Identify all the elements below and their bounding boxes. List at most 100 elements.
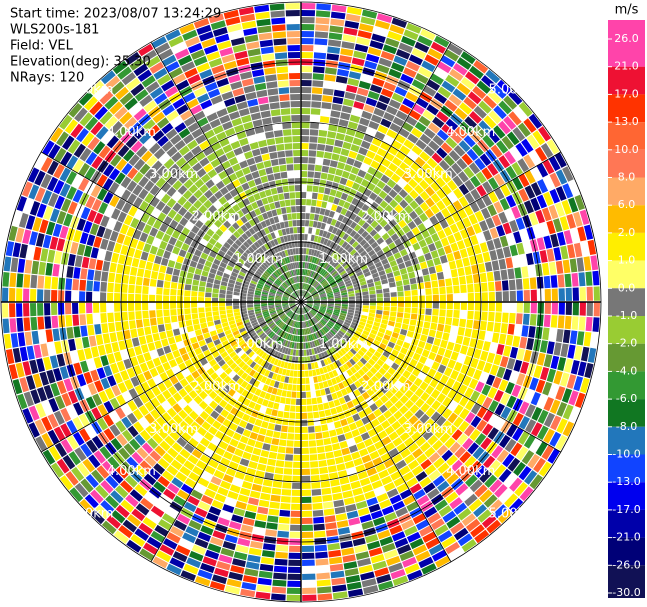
- range-gate: [170, 282, 178, 289]
- range-gate: [466, 148, 479, 161]
- range-gate: [229, 246, 237, 254]
- range-gate: [389, 524, 403, 535]
- range-gate: [435, 555, 451, 568]
- range-gate: [449, 223, 459, 234]
- range-gate: [341, 355, 349, 363]
- range-gate: [44, 276, 52, 289]
- range-gate: [476, 80, 491, 94]
- range-gate: [347, 246, 354, 253]
- range-gate: [260, 175, 269, 184]
- range-gate: [331, 204, 338, 212]
- range-gate: [345, 343, 352, 350]
- range-gate: [305, 293, 310, 298]
- range-gate: [414, 195, 425, 206]
- range-gate: [133, 229, 142, 240]
- range-gate: [276, 309, 283, 313]
- range-gate: [445, 167, 457, 179]
- range-gate: [268, 371, 274, 379]
- range-gate: [292, 306, 297, 311]
- range-gate: [232, 374, 240, 382]
- range-gate: [455, 464, 468, 477]
- range-gate: [278, 312, 285, 317]
- range-gate: [85, 396, 97, 410]
- range-gate: [327, 306, 334, 309]
- range-gate: [387, 277, 395, 283]
- range-gate: [260, 237, 267, 245]
- range-gate: [79, 428, 91, 442]
- range-gate: [445, 317, 453, 326]
- range-gate: [375, 101, 388, 111]
- range-gate: [79, 499, 94, 514]
- range-gate: [73, 326, 81, 338]
- range-gate: [319, 337, 325, 344]
- range-gate: [422, 163, 433, 174]
- range-gate: [114, 293, 121, 302]
- range-gate: [452, 88, 467, 101]
- range-gate: [310, 475, 320, 482]
- range-gate: [302, 587, 317, 594]
- range-gate: [583, 331, 592, 347]
- range-gate: [193, 110, 206, 121]
- range-gate: [255, 290, 262, 294]
- range-gate: [341, 547, 355, 556]
- range-gate: [276, 344, 282, 352]
- range-gate: [44, 303, 51, 316]
- range-gate: [415, 73, 429, 85]
- range-gate: [350, 366, 357, 374]
- range-gate: [257, 577, 272, 586]
- range-gate: [301, 349, 304, 356]
- colorbar-swatch: [608, 454, 645, 483]
- range-gate: [442, 408, 453, 420]
- range-gate: [505, 334, 514, 346]
- range-gate: [305, 294, 311, 299]
- range-gate: [305, 313, 309, 320]
- range-gate: [346, 6, 362, 16]
- range-gate: [415, 471, 428, 482]
- range-gate: [167, 209, 177, 219]
- range-gate: [209, 250, 217, 258]
- range-gate: [289, 278, 293, 285]
- range-gate: [309, 334, 314, 341]
- range-gate: [340, 328, 347, 334]
- range-gate: [313, 272, 318, 279]
- range-gate: [449, 497, 463, 510]
- range-gate: [255, 591, 271, 600]
- range-gate: [146, 235, 155, 245]
- range-gate: [325, 255, 331, 262]
- range-gate: [293, 306, 298, 312]
- range-gate: [357, 274, 365, 280]
- range-gate: [275, 269, 281, 276]
- range-gate: [435, 211, 445, 222]
- range-gate: [447, 359, 456, 369]
- range-gate: [197, 531, 211, 542]
- range-gate: [484, 474, 498, 488]
- range-gate: [171, 230, 181, 239]
- range-gate: [418, 355, 428, 365]
- range-gate: [301, 73, 312, 80]
- range-gate: [361, 578, 377, 588]
- range-gate: [500, 392, 511, 406]
- range-gate: [199, 437, 210, 448]
- range-gate: [359, 239, 367, 247]
- range-gate: [331, 327, 338, 334]
- range-gate: [309, 311, 314, 317]
- range-gate: [508, 279, 516, 291]
- range-gate: [263, 326, 270, 332]
- range-gate: [260, 229, 267, 237]
- range-gate: [329, 117, 340, 125]
- range-gate: [282, 475, 292, 482]
- range-gate: [347, 341, 354, 348]
- range-gate: [33, 344, 42, 359]
- range-gate: [380, 323, 387, 330]
- range-gate: [229, 521, 242, 530]
- range-gate: [427, 434, 439, 446]
- range-gate: [357, 558, 372, 567]
- range-gate: [117, 66, 132, 80]
- range-gate: [228, 397, 237, 406]
- range-gate: [143, 119, 156, 132]
- range-gate: [282, 300, 289, 302]
- range-gate: [207, 277, 214, 284]
- range-gate: [320, 480, 331, 488]
- range-gate: [43, 384, 54, 400]
- range-gate: [403, 29, 419, 41]
